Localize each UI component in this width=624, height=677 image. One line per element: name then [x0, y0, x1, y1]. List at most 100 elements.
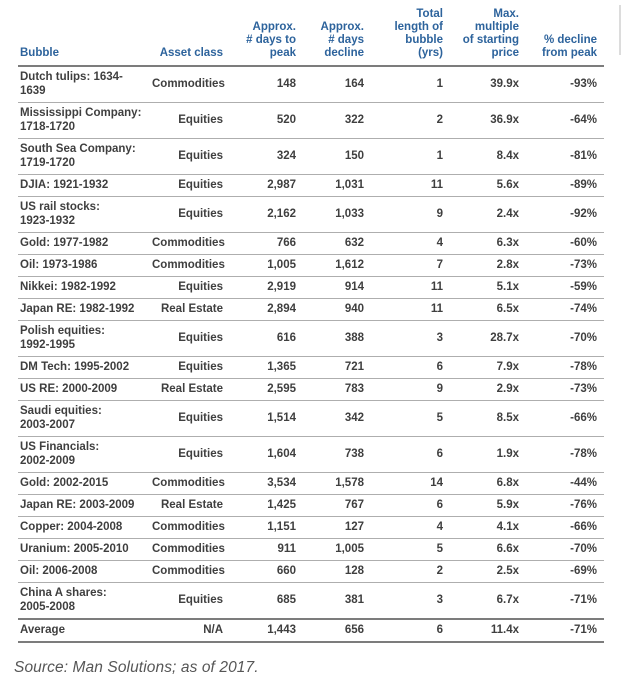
cell-asset-class: Real Estate [160, 383, 223, 395]
cell-bubble: DM Tech: 1995-2002 [20, 361, 130, 373]
cell-bubble: Saudi equities: 2003-2007 [20, 405, 102, 431]
cell-asset-class: Commodities [152, 543, 225, 555]
cell-length-yrs: 6 [436, 499, 443, 511]
cell-bubble: Gold: 2002-2015 [20, 477, 109, 489]
cell-length-yrs: 7 [436, 259, 443, 271]
cell-length-yrs: 5 [436, 543, 443, 555]
table-row: Copper: 2004-2008 Commodities 1,151 127 4 4.1… [18, 517, 604, 539]
source-note: Source: Man Solutions; as of 2017. [14, 659, 259, 676]
cell-max-multiple: 28.7x [490, 332, 519, 344]
table-body: Dutch tulips: 1634-1639 Commodities 148 164… [18, 66, 604, 642]
cell-length-yrs: 11 [430, 179, 443, 191]
bubbles-history-table: Bubble Asset class Approx. # days to pea… [18, 6, 604, 643]
cell-days-to-peak: 1,425 [267, 499, 296, 511]
cell-bubble: China A shares: 2005-2008 [20, 587, 107, 613]
cell-days-to-peak: 1,443 [267, 624, 296, 636]
table-row: US rail stocks: 1923-1932 Equities 2,162 1,… [18, 197, 604, 233]
cell-asset-class: Equities [178, 150, 223, 162]
cell-decline-from-peak: -60% [570, 237, 597, 249]
cell-max-multiple: 6.5x [496, 303, 519, 315]
cell-decline-from-peak: -71% [570, 594, 597, 606]
cell-length-yrs: 9 [436, 383, 443, 395]
cell-bubble: US rail stocks: 1923-1932 [20, 201, 100, 227]
cell-asset-class: Equities [178, 208, 223, 220]
cell-days-decline: 1,612 [335, 259, 364, 271]
cell-bubble: Japan RE: 2003-2009 [20, 499, 135, 511]
col-header-length-yrs: Total length of bubble (yrs) [394, 8, 443, 59]
table-row: Oil: 1973-1986 Commodities 1,005 1,612 7 2.8x… [18, 255, 604, 277]
col-header-bubble: Bubble [20, 47, 59, 59]
cell-bubble: Oil: 1973-1986 [20, 259, 98, 271]
table-row: Japan RE: 1982-1992 Real Estate 2,894 940 11… [18, 299, 604, 321]
cell-days-decline: 1,031 [335, 179, 364, 191]
cell-days-decline: 388 [344, 332, 364, 344]
cell-days-to-peak: 1,005 [267, 259, 296, 271]
cell-decline-from-peak: -74% [570, 303, 597, 315]
table-row: US RE: 2000-2009 Real Estate 2,595 783 9 2.9x… [18, 379, 604, 401]
cell-length-yrs: 2 [436, 114, 443, 126]
cell-days-to-peak: 2,595 [267, 383, 296, 395]
cell-decline-from-peak: -66% [570, 412, 597, 424]
cell-bubble: Nikkei: 1982-1992 [20, 281, 116, 293]
cell-decline-from-peak: -71% [570, 624, 597, 636]
cell-max-multiple: 4.1x [496, 521, 519, 533]
cell-days-decline: 940 [344, 303, 364, 315]
cell-length-yrs: 2 [436, 565, 443, 577]
cell-asset-class: Commodities [152, 521, 225, 533]
cell-length-yrs: 4 [436, 237, 443, 249]
cell-bubble: Oil: 2006-2008 [20, 565, 98, 577]
col-header-days-to-peak: Approx. # days to peak [246, 21, 296, 59]
cell-decline-from-peak: -73% [570, 259, 597, 271]
cell-length-yrs: 11 [430, 281, 443, 293]
cell-decline-from-peak: -70% [570, 332, 597, 344]
cell-decline-from-peak: -59% [570, 281, 597, 293]
col-header-max-multiple: Max. multiple of starting price [462, 8, 519, 59]
cell-decline-from-peak: -69% [570, 565, 597, 577]
table-row: Dutch tulips: 1634-1639 Commodities 148 164… [18, 66, 604, 103]
cell-decline-from-peak: -73% [570, 383, 597, 395]
cell-max-multiple: 36.9x [490, 114, 519, 126]
cell-decline-from-peak: -44% [570, 477, 597, 489]
cell-decline-from-peak: -78% [570, 448, 597, 460]
cell-length-yrs: 3 [436, 594, 443, 606]
cell-max-multiple: 6.8x [496, 477, 519, 489]
cell-bubble: US Financials: 2002-2009 [20, 441, 100, 467]
cell-decline-from-peak: -78% [570, 361, 597, 373]
col-header-asset-class: Asset class [159, 47, 223, 59]
cell-max-multiple: 11.4x [490, 624, 519, 636]
table-row: Polish equities: 1992-1995 Equities 616 388… [18, 321, 604, 357]
cell-asset-class: Equities [178, 361, 223, 373]
cell-length-yrs: 3 [436, 332, 443, 344]
table-row: Oil: 2006-2008 Commodities 660 128 2 2.5x -69% [18, 561, 604, 583]
cell-days-decline: 150 [344, 150, 364, 162]
cell-asset-class: Equities [178, 281, 223, 293]
cell-days-to-peak: 660 [276, 565, 296, 577]
cell-days-decline: 1,005 [335, 543, 364, 555]
cell-decline-from-peak: -89% [570, 179, 597, 191]
cell-asset-class: Commodities [152, 565, 225, 577]
cell-max-multiple: 8.4x [496, 150, 519, 162]
cell-max-multiple: 7.9x [496, 361, 519, 373]
cell-days-decline: 656 [344, 624, 364, 636]
cell-decline-from-peak: -66% [570, 521, 597, 533]
cell-length-yrs: 6 [436, 624, 443, 636]
cell-max-multiple: 2.9x [496, 383, 519, 395]
cell-length-yrs: 4 [436, 521, 443, 533]
cell-bubble: Japan RE: 1982-1992 [20, 303, 135, 315]
cell-length-yrs: 1 [436, 78, 443, 90]
table-row: US Financials: 2002-2009 Equities 1,604 738… [18, 437, 604, 473]
cell-bubble: DJIA: 1921-1932 [20, 179, 109, 191]
table-row: China A shares: 2005-2008 Equities 685 381 3… [18, 583, 604, 619]
cell-max-multiple: 6.3x [496, 237, 519, 249]
cell-asset-class: Real Estate [160, 499, 223, 511]
cell-length-yrs: 5 [436, 412, 443, 424]
table-row: Saudi equities: 2003-2007 Equities 1,514 34… [18, 401, 604, 437]
cell-days-to-peak: 148 [276, 78, 296, 90]
cell-max-multiple: 5.9x [496, 499, 519, 511]
cell-days-to-peak: 1,514 [267, 412, 296, 424]
cell-max-multiple: 2.5x [496, 565, 519, 577]
cell-days-to-peak: 3,534 [267, 477, 296, 489]
cell-days-decline: 783 [344, 383, 364, 395]
cell-days-to-peak: 1,604 [267, 448, 296, 460]
cell-decline-from-peak: -70% [570, 543, 597, 555]
